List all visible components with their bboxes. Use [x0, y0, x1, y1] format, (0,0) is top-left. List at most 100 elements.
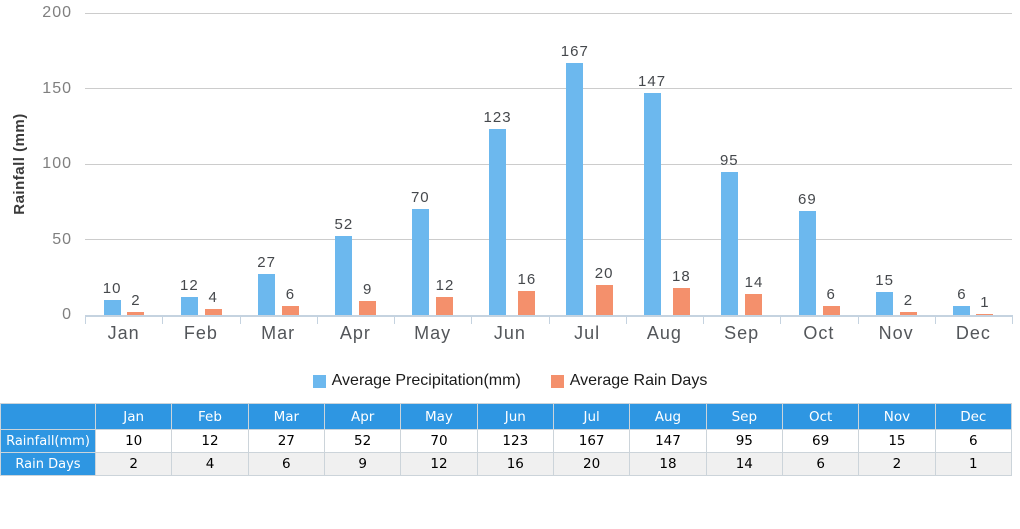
table-cell: 123	[476, 429, 554, 453]
bar-value-label: 2	[131, 291, 141, 309]
y-axis-tick-labels: 0 50 100 150 200	[0, 0, 78, 352]
bar-group: 15 2	[858, 13, 935, 315]
bar-column: 20	[595, 265, 614, 315]
month-label: May	[414, 323, 452, 343]
rain-days-bar	[976, 313, 994, 315]
bar-group: 70 12	[394, 13, 471, 315]
month-label: Jun	[493, 323, 526, 343]
table-cell: 20	[552, 452, 631, 476]
bar-value-label: 12	[435, 276, 455, 294]
rain-days-bar	[595, 284, 613, 315]
bar-group: 167 20	[549, 13, 626, 315]
x-axis-tick	[85, 315, 86, 324]
table-cell: 95	[705, 429, 783, 453]
x-axis-tick	[703, 315, 704, 324]
bar-column: 95	[720, 152, 739, 315]
y-tick-label: 50	[52, 230, 72, 248]
x-axis-ticks	[85, 315, 1013, 324]
table-cell: 6	[781, 452, 860, 476]
month-label: Jan	[107, 323, 140, 343]
bar-group: 95 14	[703, 13, 780, 315]
bar-column: 52	[335, 217, 354, 315]
row-label-cell: Rain Days	[0, 452, 96, 476]
table-cell: 69	[781, 429, 860, 453]
precipitation-bar	[876, 292, 894, 315]
monthly-data-table: Jan Feb Mar Apr May Jun Jul Aug Sep Oct Nov Dec Rain…	[0, 403, 1013, 476]
bar-column: 123	[484, 110, 512, 315]
bar-value-label: 6	[826, 285, 836, 303]
rain-days-bar	[899, 311, 917, 315]
rain-days-bar	[822, 305, 840, 315]
bar-group: 27 6	[240, 13, 317, 315]
precipitation-bar	[720, 171, 738, 315]
rain-days-legend-swatch	[550, 374, 564, 388]
precipitation-bar	[566, 62, 584, 315]
bar-value-label: 14	[744, 273, 764, 291]
bar-value-label: 147	[638, 73, 667, 91]
month-header-cell: Apr	[323, 403, 402, 430]
x-axis-tick	[471, 315, 473, 324]
x-axis-tick	[316, 315, 318, 324]
bar-column: 10	[102, 279, 122, 315]
gridline	[85, 239, 1012, 240]
bar-group: 52 9	[317, 13, 394, 315]
rain-days-bar	[281, 305, 299, 315]
precipitation-bar	[103, 299, 121, 315]
table-cell: 2	[94, 452, 173, 476]
month-header-cell: May	[400, 403, 478, 430]
plot-area: 10 2 12 4 27 6 52 9 70 12 123 16 167 20 147 18 95 14 69 6 15…	[85, 12, 1012, 317]
table-cell: 10	[94, 429, 173, 453]
y-tick-label: 150	[42, 79, 72, 97]
month-header-cell: Dec	[934, 403, 1013, 430]
x-axis-tick	[1012, 315, 1013, 324]
rain-days-bar	[359, 301, 377, 315]
month-label: Aug	[646, 323, 682, 343]
bar-value-label: 2	[903, 291, 914, 309]
month-label: Oct	[803, 323, 835, 343]
table-cell: 9	[323, 452, 402, 476]
table-cell: 2	[858, 452, 936, 476]
bar-column: 16	[518, 271, 537, 315]
month-header-cell: Feb	[171, 403, 249, 430]
legend-label: Average Rain Days	[569, 372, 708, 389]
precipitation-bar	[643, 93, 661, 315]
rain-days-bar	[436, 296, 454, 315]
table-header-row: Jan Feb Mar Apr May Jun Jul Aug Sep Oct Nov Dec	[0, 403, 1013, 430]
x-axis-tick	[857, 315, 859, 324]
table-cell: 52	[323, 429, 402, 453]
bar-column: 70	[411, 190, 430, 315]
bar-group: 10 2	[85, 13, 162, 315]
x-axis-tick	[625, 315, 627, 324]
bar-value-label: 15	[875, 272, 894, 290]
precipitation-bar	[411, 209, 429, 315]
bar-value-label: 167	[560, 42, 589, 60]
bar-column: 6	[953, 286, 971, 315]
precipitation-bar	[335, 236, 353, 315]
rain-days-bar	[204, 308, 222, 315]
x-axis-tick	[162, 315, 164, 324]
bar-value-label: 10	[102, 279, 122, 297]
bar-column: 9	[359, 282, 377, 315]
precipitation-legend-swatch	[312, 374, 326, 388]
bar-value-label: 69	[798, 190, 817, 208]
precipitation-bar	[489, 129, 507, 315]
table-cell: 27	[247, 429, 325, 453]
precipitation-bar	[258, 274, 276, 315]
bar-column: 14	[744, 273, 764, 315]
month-header-cell: Jul	[552, 403, 631, 430]
month-label: Sep	[724, 323, 760, 343]
table-cell: 12	[400, 452, 478, 476]
x-axis-tick	[239, 315, 241, 324]
bar-value-label: 70	[410, 189, 430, 207]
bar-chart: Rainfall (mm) 0 50 100 150 200 10 2 12 4 27 6 52 9 7…	[0, 0, 1013, 352]
bar-column: 18	[672, 268, 691, 315]
precipitation-bar	[798, 210, 816, 315]
y-tick-label: 0	[62, 306, 72, 323]
table-cell: 6	[247, 452, 325, 476]
bar-column: 27	[257, 255, 276, 315]
y-tick-label: 100	[42, 155, 72, 172]
bar-column: 12	[180, 277, 199, 315]
x-axis-tick	[934, 315, 936, 324]
precipitation-bar	[953, 305, 971, 315]
